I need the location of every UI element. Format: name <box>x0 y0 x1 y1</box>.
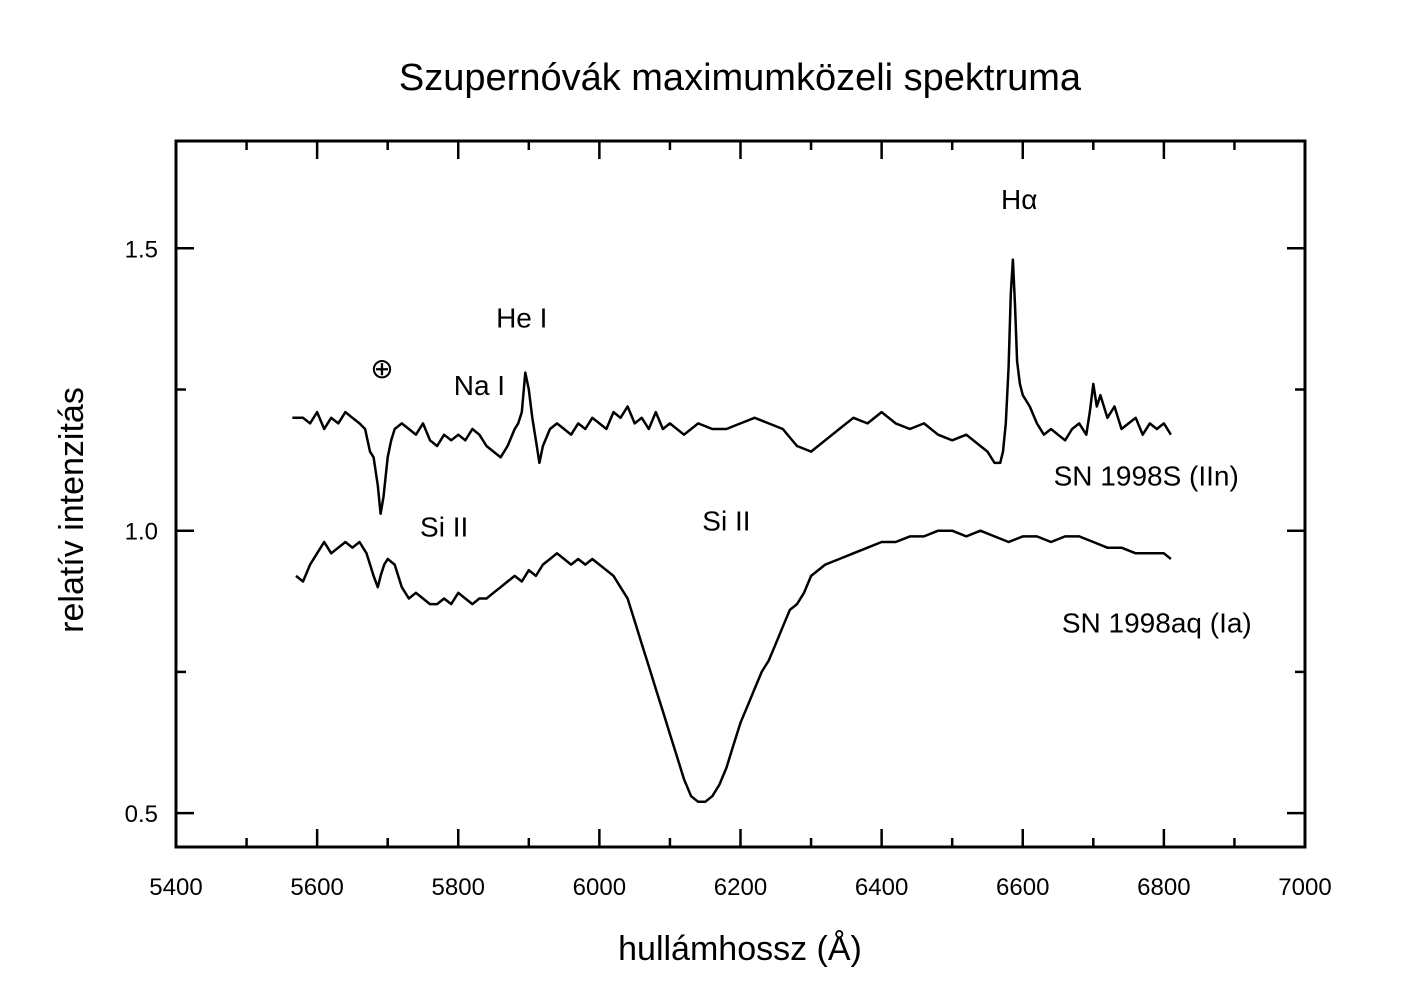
x-tick-labels: 5400 5600 5800 6000 6200 6400 6600 6800 7000 <box>149 874 1331 901</box>
x-tick-label: 5600 <box>290 874 343 901</box>
x-tick-label: 6000 <box>573 874 626 901</box>
line-annotation: Si II <box>420 511 468 542</box>
x-axis-label: hullámhossz (Å) <box>618 930 862 968</box>
series-label: SN 1998S (IIn) <box>1054 461 1239 492</box>
x-tick-label: 5400 <box>149 874 202 901</box>
y-tick-label: 1.5 <box>125 236 158 263</box>
line-annotation: Hα <box>1001 184 1037 215</box>
x-tick-label: 6400 <box>855 874 908 901</box>
y-axis-label: relatív intenzitás <box>53 387 91 633</box>
line-annotation: Na I <box>454 370 505 401</box>
x-tick-label: 5800 <box>432 874 485 901</box>
x-tick-label: 6200 <box>714 874 767 901</box>
plot-frame <box>174 139 1307 849</box>
line-annotation: ⊕ <box>370 353 393 384</box>
line-annotation: Si II <box>702 506 750 537</box>
y-tick-labels: 0.5 1.0 1.5 <box>125 236 158 828</box>
y-tick-label: 0.5 <box>125 801 158 828</box>
x-tick-label: 6800 <box>1137 874 1190 901</box>
series-lines <box>292 258 1172 804</box>
y-tick-label: 1.0 <box>125 519 158 546</box>
x-tick-label: 7000 <box>1278 874 1331 901</box>
series-line-sn1998s <box>292 258 1172 516</box>
annotations: Hα He I Na I ⊕ Si II Si II SN 1998S (IIn) SN 19… <box>370 184 1251 639</box>
series-line-sn1998aq <box>295 529 1172 804</box>
x-tick-label: 6600 <box>996 874 1049 901</box>
series-label: SN 1998aq (Ia) <box>1062 607 1252 638</box>
axis-ticks <box>174 141 1307 847</box>
line-annotation: He I <box>496 302 547 333</box>
chart-title: Szupernóvák maximumközeli spektruma <box>399 57 1082 99</box>
